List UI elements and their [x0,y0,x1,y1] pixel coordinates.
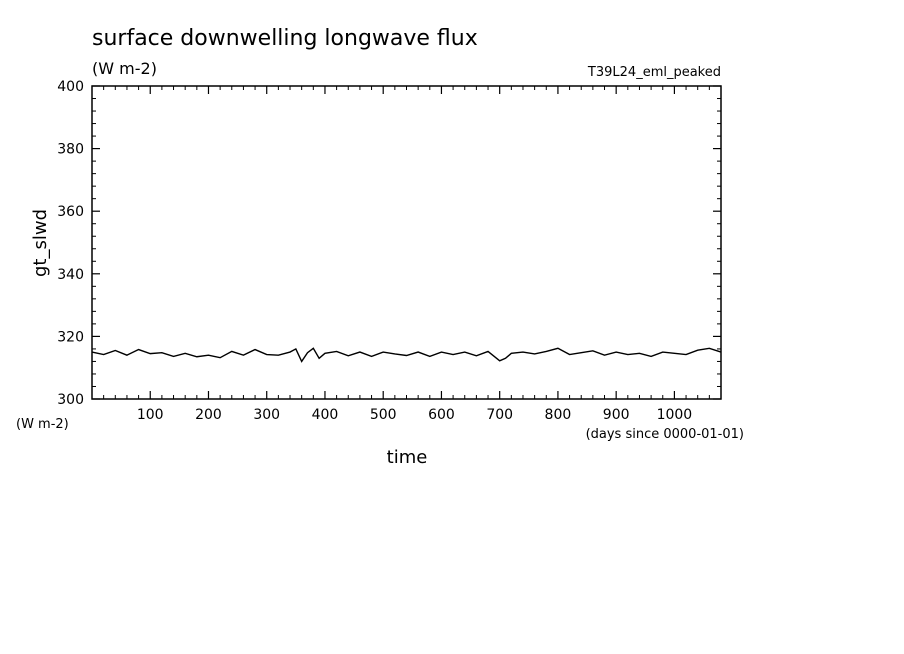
x-units-label: (days since 0000-01-01) [586,427,744,442]
x-axis-label: time [387,447,428,468]
x-tick-label: 200 [195,407,222,423]
x-tick-label: 900 [603,407,630,423]
x-tick-label: 500 [370,407,397,423]
y-tick-label: 320 [57,329,84,345]
y-tick-label: 300 [57,392,84,408]
x-tick-label: 700 [486,407,513,423]
chart-units-label: (W m-2) [92,59,157,78]
y-axis-ticks: 300 320 340 360 380 400 [57,79,721,408]
y-tick-label: 340 [57,267,84,283]
y-units-label: (W m-2) [16,417,69,432]
y-tick-label: 360 [57,204,84,220]
y-tick-label: 380 [57,142,84,158]
series-line [91,347,722,363]
plot-frame [91,85,722,400]
x-tick-label: 100 [137,407,164,423]
x-tick-label: 800 [545,407,572,423]
minor-ticks [92,86,721,399]
x-tick-label: 400 [312,407,339,423]
x-axis-ticks: 100 200 300 400 500 600 700 800 900 1000 [137,86,692,423]
chart-title: surface downwelling longwave flux [92,26,478,51]
x-tick-label: 600 [428,407,455,423]
y-axis-label: gt_slwd [30,209,51,277]
y-tick-label: 400 [57,79,84,95]
x-tick-label: 1000 [657,407,693,423]
x-tick-label: 300 [253,407,280,423]
experiment-label: T39L24_eml_peaked [587,65,721,80]
